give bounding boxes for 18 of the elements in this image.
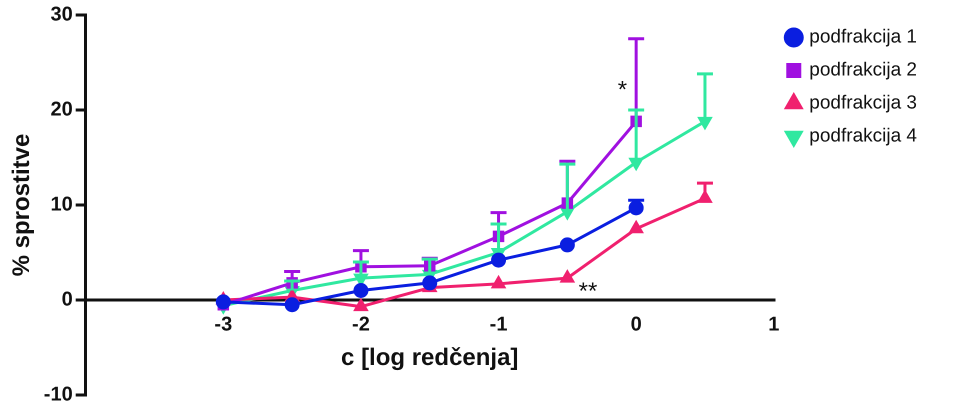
x-tick-label: 0 xyxy=(630,314,642,336)
x-tick-label: -3 xyxy=(214,314,232,336)
y-axis-title: % sprostitve xyxy=(8,134,36,276)
y-tick-label: 10 xyxy=(50,194,73,216)
annotation: * xyxy=(618,76,628,104)
y-tick-label: 0 xyxy=(62,288,73,311)
annotation: ** xyxy=(578,278,598,306)
legend-label: podfrakcija 2 xyxy=(809,60,918,81)
y-tick-label: 30 xyxy=(50,4,73,26)
x-tick-label: -1 xyxy=(490,314,508,336)
x-axis-title: c [log redčenja] xyxy=(341,344,518,372)
x-tick-label: -2 xyxy=(352,314,370,336)
x-tick-label: 1 xyxy=(768,314,780,336)
y-tick-label: -10 xyxy=(44,384,73,406)
y-tick-label: 20 xyxy=(50,98,73,121)
legend-label: podfrakcija 1 xyxy=(809,26,918,48)
legend-label: podfrakcija 4 xyxy=(809,126,918,147)
legend-label: podfrakcija 3 xyxy=(809,92,918,114)
